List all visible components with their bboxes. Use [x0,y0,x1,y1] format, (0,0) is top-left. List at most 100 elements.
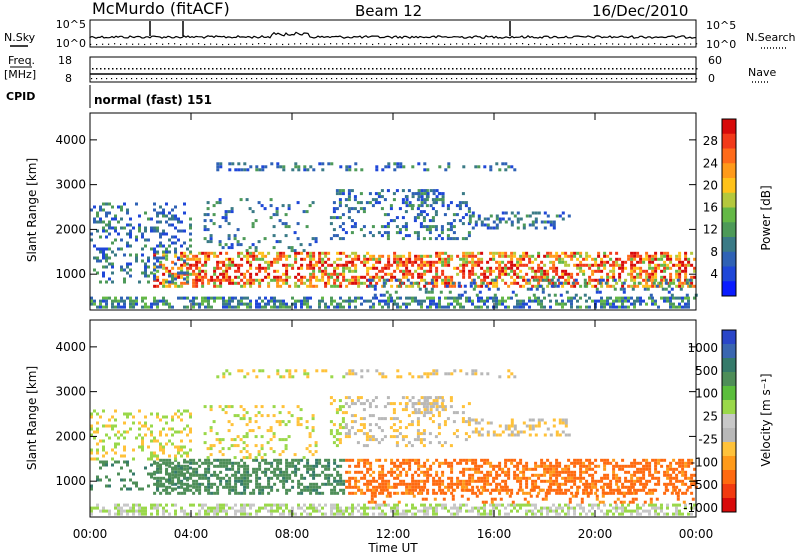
power-cell [555,251,559,255]
power-cell [339,165,343,169]
velocity-cell [645,467,649,471]
velocity-cell [225,482,229,486]
power-cell [237,168,241,172]
velocity-cell [96,412,99,416]
power-cell [390,278,394,282]
velocity-cell [537,509,540,513]
velocity-cell [156,461,160,465]
freq-dot [672,68,674,70]
velocity-cell [297,506,300,510]
velocity-cell [132,457,135,461]
power-cell [541,278,545,282]
power-cell [93,205,96,209]
velocity-cell [99,460,102,464]
power-cell [312,269,316,273]
power-cell [209,237,213,241]
velocity-cell [171,473,175,477]
power-cell [348,165,352,169]
velocity-cell [546,509,549,513]
velocity-cell [621,458,625,462]
velocity-cell [296,405,300,409]
velocity-cell [246,485,250,489]
power-cell [483,275,487,279]
velocity-cell [153,460,156,464]
velocity-cell [273,470,277,474]
velocity-cell [408,461,412,465]
power-cell [595,290,599,294]
power-cell [579,266,583,270]
power-cell [102,305,105,309]
velocity-cell [405,461,409,465]
velocity-cell [315,506,318,510]
power-cell [534,226,538,230]
power-cell [528,305,531,309]
velocity-cell [339,482,343,486]
velocity-cell [228,488,232,492]
power-cell [156,214,159,218]
velocity-cell [603,464,607,468]
velocity-cell [318,491,322,495]
velocity-cell [357,479,361,483]
power-cell [447,260,451,264]
velocity-cell [297,458,301,462]
velocity-cell [260,414,264,418]
power-cell [371,234,375,238]
velocity-cell [390,461,394,465]
power-cell [272,225,276,229]
power-cell [462,251,466,255]
velocity-cell [315,473,319,477]
power-cell [465,254,469,258]
power-cell [344,231,348,235]
velocity-cell [606,473,610,477]
power-cell [543,296,546,300]
velocity-cell [591,476,595,480]
power-cell [363,260,367,264]
velocity-cell [309,512,312,516]
velocity-cell [269,438,273,442]
velocity-cell [654,512,657,516]
power-cell [678,269,682,273]
power-cell [263,237,267,241]
velocity-cell [231,461,235,465]
power-cell [282,263,286,267]
power-cell [144,305,147,309]
power-cell [416,234,420,238]
power-cell [162,296,165,300]
velocity-cell [153,454,156,458]
power-cell [471,278,475,282]
power-cell [564,272,568,276]
power-cell [431,219,435,223]
nsearch-dot [90,43,92,46]
power-cell [303,168,307,172]
velocity-cell [411,476,415,480]
freq-dot [640,68,642,70]
power-cell [294,165,298,169]
velocity-cell [558,464,562,468]
power-cell [105,235,108,239]
velocity-cell [363,491,367,495]
velocity-cell [483,461,487,465]
nave-dot [211,78,213,80]
power-cell [480,220,484,224]
power-cell [549,251,553,255]
velocity-cell [645,458,649,462]
power-cell [598,281,602,285]
velocity-cell [555,461,559,465]
velocity-cell [405,458,409,462]
nave-dot [441,78,443,80]
velocity-cell [672,470,676,474]
power-cell [365,201,369,205]
velocity-cell [228,491,232,495]
velocity-cell [174,512,177,516]
velocity-cell [135,509,138,513]
power-cell [459,296,462,300]
power-cell [396,305,399,309]
power-cell [201,263,205,267]
power-cell [189,263,193,267]
velocity-cell [486,479,490,483]
power-cell [516,299,519,303]
velocity-cell [609,482,613,486]
power-cell [162,266,166,270]
velocity-cell [417,509,420,513]
power-cell [546,254,550,258]
